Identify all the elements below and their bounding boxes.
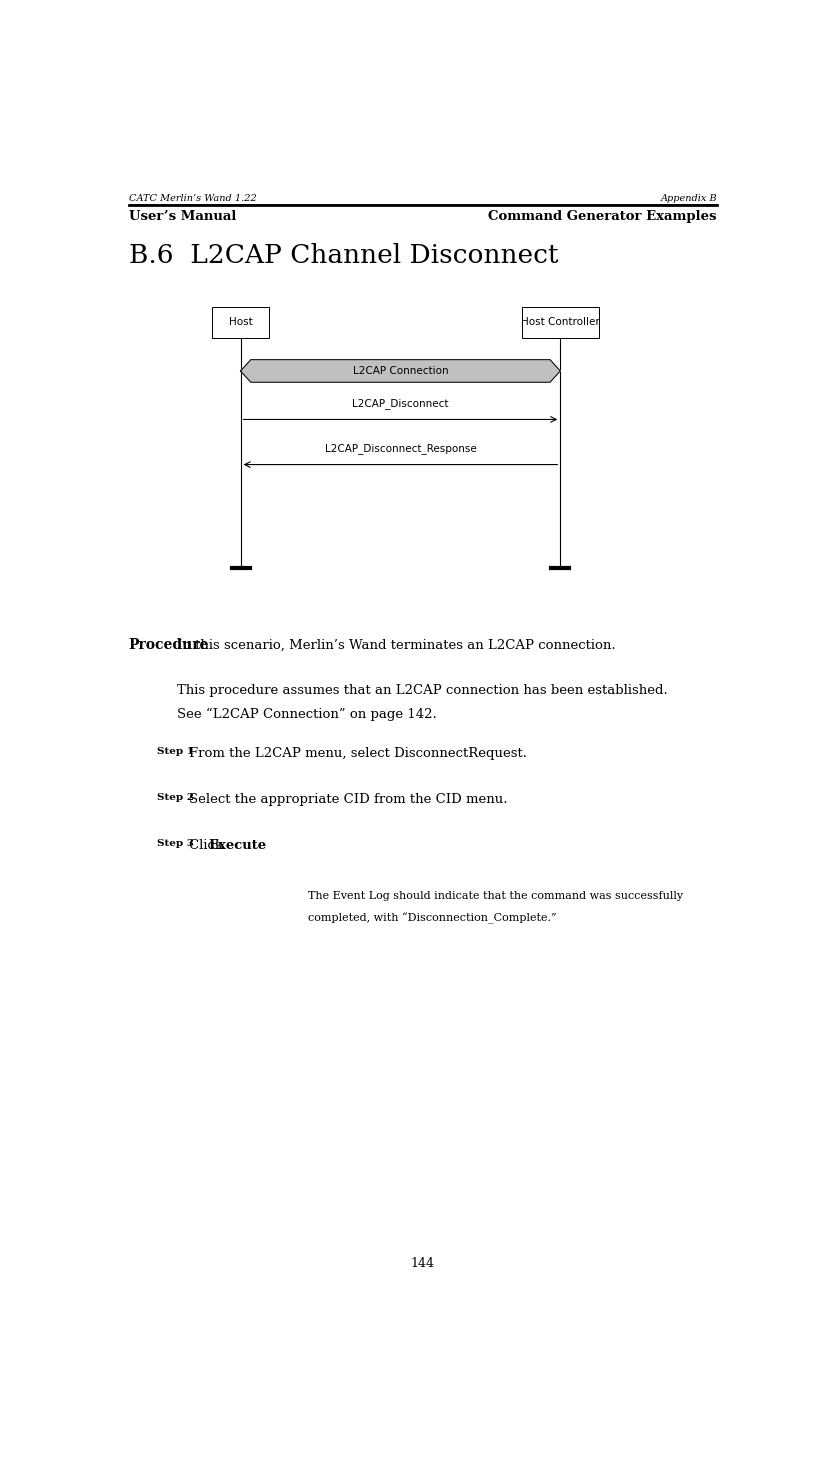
Text: Host Controller: Host Controller	[521, 318, 600, 328]
FancyBboxPatch shape	[212, 306, 269, 338]
Text: .: .	[247, 838, 252, 851]
Text: Step 2: Step 2	[158, 793, 195, 801]
Text: Step 3: Step 3	[158, 838, 195, 848]
Text: Host: Host	[229, 318, 252, 328]
Text: completed, with “Disconnection_Complete.”: completed, with “Disconnection_Complete.…	[308, 913, 556, 924]
Text: User’s Manual: User’s Manual	[129, 209, 236, 223]
Text: Procedure: Procedure	[129, 639, 209, 652]
Text: Step 1: Step 1	[158, 747, 195, 756]
Text: 144: 144	[411, 1257, 435, 1270]
Text: B.6  L2CAP Channel Disconnect: B.6 L2CAP Channel Disconnect	[129, 243, 559, 268]
Text: Execute: Execute	[209, 838, 266, 851]
Text: This procedure assumes that an L2CAP connection has been established.: This procedure assumes that an L2CAP con…	[177, 684, 667, 697]
Polygon shape	[241, 360, 560, 382]
Text: Appendix B: Appendix B	[660, 195, 717, 204]
Text: Command Generator Examples: Command Generator Examples	[488, 209, 717, 223]
Text: CATC Merlin’s Wand 1.22: CATC Merlin’s Wand 1.22	[129, 195, 257, 204]
Text: Click: Click	[190, 838, 228, 851]
Text: In this scenario, Merlin’s Wand terminates an L2CAP connection.: In this scenario, Merlin’s Wand terminat…	[177, 639, 615, 652]
Text: Select the appropriate CID from the CID menu.: Select the appropriate CID from the CID …	[190, 793, 508, 806]
FancyBboxPatch shape	[522, 306, 599, 338]
Text: L2CAP_Disconnect_Response: L2CAP_Disconnect_Response	[324, 444, 476, 454]
Text: L2CAP Connection: L2CAP Connection	[352, 366, 448, 377]
Text: From the L2CAP menu, select DisconnectRequest.: From the L2CAP menu, select DisconnectRe…	[190, 747, 527, 760]
Text: L2CAP_Disconnect: L2CAP_Disconnect	[352, 398, 449, 409]
Text: The Event Log should indicate that the command was successfully: The Event Log should indicate that the c…	[308, 891, 683, 901]
Text: See “L2CAP Connection” on page 142.: See “L2CAP Connection” on page 142.	[177, 708, 436, 721]
